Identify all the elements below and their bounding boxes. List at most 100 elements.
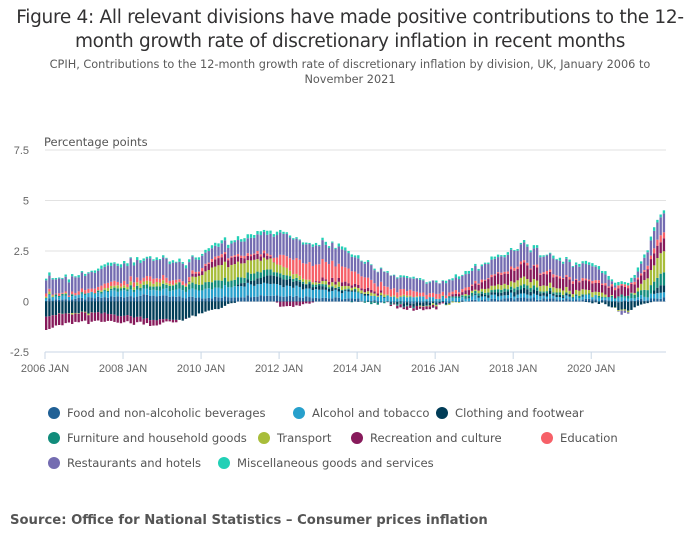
- bar-segment-alcohol-and-tobacco[interactable]: [87, 293, 90, 298]
- bar-segment-restaurants-and-hotels[interactable]: [136, 260, 139, 278]
- bar-segment-clothing-and-footwear[interactable]: [106, 301, 110, 314]
- bar-segment-restaurants-and-hotels[interactable]: [659, 217, 662, 236]
- bar-segment-miscellaneous-goods-and-services[interactable]: [314, 242, 318, 246]
- bar-segment-furniture-and-household-goods[interactable]: [240, 277, 243, 284]
- bar-segment-recreation-and-culture[interactable]: [139, 316, 142, 322]
- bar-segment-miscellaneous-goods-and-services[interactable]: [516, 249, 519, 251]
- bar-segment-miscellaneous-goods-and-services[interactable]: [214, 242, 217, 246]
- bar-segment-transport[interactable]: [493, 285, 497, 290]
- bar-segment-recreation-and-culture[interactable]: [357, 284, 360, 288]
- bar-segment-alcohol-and-tobacco[interactable]: [285, 285, 288, 297]
- bar-segment-miscellaneous-goods-and-services[interactable]: [106, 262, 110, 266]
- bar-segment-food-and-non-alcoholic-beverages[interactable]: [298, 297, 301, 302]
- bar-segment-furniture-and-household-goods[interactable]: [188, 284, 191, 290]
- bar-segment-restaurants-and-hotels[interactable]: [386, 272, 389, 287]
- bar-segment-alcohol-and-tobacco[interactable]: [45, 298, 48, 301]
- bar-segment-education[interactable]: [71, 291, 74, 295]
- legend-item[interactable]: Furniture and household goods: [48, 431, 247, 445]
- bar-segment-transport[interactable]: [64, 292, 67, 295]
- bar-segment-recreation-and-culture[interactable]: [389, 304, 392, 307]
- bar-segment-alcohol-and-tobacco[interactable]: [214, 287, 217, 297]
- bar-segment-restaurants-and-hotels[interactable]: [630, 281, 633, 283]
- bar-segment-miscellaneous-goods-and-services[interactable]: [656, 219, 659, 223]
- bar-segment-miscellaneous-goods-and-services[interactable]: [54, 277, 58, 280]
- bar-segment-restaurants-and-hotels[interactable]: [54, 279, 58, 294]
- bar-segment-furniture-and-household-goods[interactable]: [487, 292, 490, 296]
- bar-segment-food-and-non-alcoholic-beverages[interactable]: [152, 295, 155, 302]
- bar-segment-restaurants-and-hotels[interactable]: [220, 243, 223, 255]
- bar-segment-alcohol-and-tobacco[interactable]: [405, 297, 409, 302]
- bar-segment-restaurants-and-hotels[interactable]: [58, 278, 61, 294]
- bar-segment-education[interactable]: [87, 288, 90, 293]
- bar-segment-transport[interactable]: [578, 290, 581, 296]
- bar-segment-recreation-and-culture[interactable]: [431, 304, 435, 308]
- bar-segment-education[interactable]: [558, 276, 562, 279]
- bar-segment-clothing-and-footwear[interactable]: [539, 293, 542, 297]
- bar-segment-education[interactable]: [45, 293, 48, 297]
- bar-segment-miscellaneous-goods-and-services[interactable]: [132, 262, 136, 266]
- bar-segment-recreation-and-culture[interactable]: [480, 282, 484, 289]
- bar-segment-food-and-non-alcoholic-beverages[interactable]: [259, 295, 262, 302]
- bar-segment-restaurants-and-hotels[interactable]: [327, 247, 331, 265]
- bar-segment-education[interactable]: [106, 282, 110, 288]
- bar-segment-clothing-and-footwear[interactable]: [438, 301, 441, 304]
- bar-segment-recreation-and-culture[interactable]: [197, 273, 201, 276]
- bar-segment-alcohol-and-tobacco[interactable]: [184, 291, 188, 299]
- bar-segment-miscellaneous-goods-and-services[interactable]: [103, 264, 106, 267]
- bar-segment-alcohol-and-tobacco[interactable]: [600, 297, 604, 300]
- bar-segment-education[interactable]: [350, 271, 353, 286]
- bar-segment-furniture-and-household-goods[interactable]: [158, 286, 162, 291]
- bar-segment-furniture-and-household-goods[interactable]: [51, 296, 54, 298]
- bar-segment-clothing-and-footwear[interactable]: [379, 295, 383, 296]
- bar-segment-clothing-and-footwear[interactable]: [636, 301, 640, 306]
- bar-segment-food-and-non-alcoholic-beverages[interactable]: [324, 297, 327, 302]
- bar-segment-alcohol-and-tobacco[interactable]: [558, 297, 562, 301]
- bar-segment-restaurants-and-hotels[interactable]: [503, 257, 506, 272]
- bar-segment-alcohol-and-tobacco[interactable]: [129, 289, 132, 297]
- bar-segment-restaurants-and-hotels[interactable]: [269, 233, 272, 256]
- bar-segment-miscellaneous-goods-and-services[interactable]: [500, 255, 503, 257]
- bar-segment-restaurants-and-hotels[interactable]: [305, 244, 308, 264]
- bar-segment-restaurants-and-hotels[interactable]: [506, 254, 510, 272]
- bar-segment-furniture-and-household-goods[interactable]: [513, 288, 516, 293]
- bar-segment-restaurants-and-hotels[interactable]: [110, 265, 113, 282]
- bar-segment-clothing-and-footwear[interactable]: [509, 289, 513, 293]
- bar-segment-alcohol-and-tobacco[interactable]: [496, 296, 500, 301]
- bar-segment-transport[interactable]: [298, 275, 301, 280]
- bar-segment-alcohol-and-tobacco[interactable]: [275, 284, 279, 296]
- bar-segment-restaurants-and-hotels[interactable]: [597, 269, 601, 281]
- bar-segment-education[interactable]: [253, 253, 256, 255]
- bar-segment-restaurants-and-hotels[interactable]: [623, 310, 627, 313]
- bar-segment-transport[interactable]: [158, 282, 162, 287]
- bar-segment-furniture-and-household-goods[interactable]: [451, 296, 454, 298]
- bar-segment-recreation-and-culture[interactable]: [340, 282, 344, 287]
- bar-segment-recreation-and-culture[interactable]: [266, 255, 269, 260]
- bar-segment-education[interactable]: [51, 294, 54, 296]
- bar-segment-furniture-and-household-goods[interactable]: [272, 272, 275, 276]
- bar-segment-restaurants-and-hotels[interactable]: [145, 258, 149, 277]
- bar-segment-furniture-and-household-goods[interactable]: [262, 270, 266, 277]
- bar-segment-education[interactable]: [269, 255, 272, 257]
- bar-segment-miscellaneous-goods-and-services[interactable]: [535, 245, 539, 248]
- bar-segment-education[interactable]: [587, 279, 591, 282]
- bar-segment-transport[interactable]: [591, 292, 594, 298]
- bar-segment-education[interactable]: [613, 287, 617, 291]
- bar-segment-restaurants-and-hotels[interactable]: [353, 257, 357, 272]
- bar-segment-furniture-and-household-goods[interactable]: [370, 302, 373, 305]
- bar-segment-transport[interactable]: [129, 281, 132, 286]
- bar-segment-recreation-and-culture[interactable]: [123, 315, 126, 323]
- bar-segment-alcohol-and-tobacco[interactable]: [578, 297, 581, 301]
- legend-item[interactable]: Alcohol and tobacco: [293, 406, 429, 420]
- bar-segment-transport[interactable]: [600, 292, 604, 297]
- bar-segment-clothing-and-footwear[interactable]: [119, 301, 123, 317]
- bar-segment-restaurants-and-hotels[interactable]: [106, 265, 110, 283]
- bar-segment-food-and-non-alcoholic-beverages[interactable]: [197, 297, 201, 302]
- bar-segment-restaurants-and-hotels[interactable]: [539, 257, 542, 274]
- bar-segment-education[interactable]: [298, 259, 301, 276]
- bar-segment-alcohol-and-tobacco[interactable]: [181, 290, 184, 298]
- bar-segment-restaurants-and-hotels[interactable]: [610, 281, 614, 285]
- bar-segment-clothing-and-footwear[interactable]: [113, 301, 116, 315]
- bar-segment-clothing-and-footwear[interactable]: [441, 301, 445, 303]
- bar-segment-education[interactable]: [509, 266, 513, 270]
- bar-segment-recreation-and-culture[interactable]: [191, 273, 194, 277]
